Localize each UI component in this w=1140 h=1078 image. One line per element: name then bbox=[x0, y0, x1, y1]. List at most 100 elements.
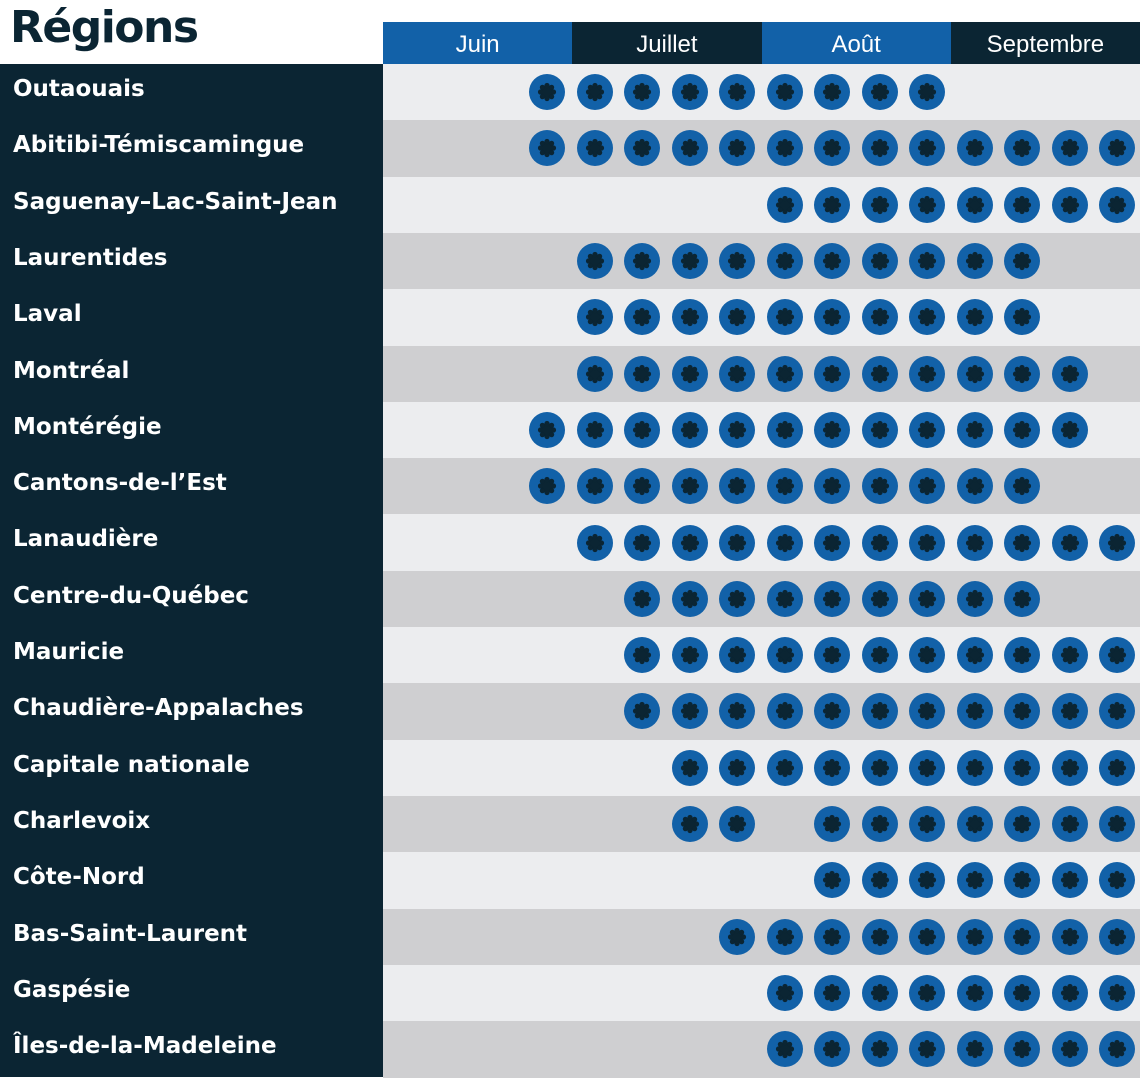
availability-dot bbox=[1099, 186, 1135, 223]
availability-dot bbox=[624, 468, 660, 505]
availability-dot bbox=[624, 524, 660, 561]
availability-dot bbox=[766, 243, 803, 280]
availability-dot bbox=[1051, 524, 1088, 561]
availability-dot bbox=[1051, 411, 1088, 448]
availability-dot bbox=[814, 749, 850, 786]
availability-dot bbox=[909, 918, 945, 955]
region-label: Chaudière-Appalaches bbox=[13, 695, 304, 722]
availability-dot bbox=[1099, 806, 1135, 843]
availability-dot bbox=[719, 74, 755, 111]
availability-dot bbox=[861, 468, 898, 505]
region-label: Charlevoix bbox=[13, 807, 151, 834]
availability-dot bbox=[861, 862, 898, 899]
availability-dot bbox=[766, 411, 803, 448]
availability-dot bbox=[909, 637, 945, 674]
availability-dot bbox=[529, 411, 565, 448]
availability-dot bbox=[1099, 918, 1135, 955]
availability-dot bbox=[814, 524, 850, 561]
availability-dot bbox=[719, 806, 755, 843]
availability-dot bbox=[1099, 524, 1135, 561]
availability-dot bbox=[766, 355, 803, 392]
availability-dot bbox=[909, 74, 945, 111]
availability-dot bbox=[576, 411, 613, 448]
availability-dot bbox=[1004, 974, 1040, 1011]
availability-dot bbox=[671, 580, 708, 617]
availability-dot bbox=[719, 637, 755, 674]
availability-dot bbox=[766, 299, 803, 336]
availability-dot bbox=[814, 411, 850, 448]
availability-dot bbox=[671, 74, 708, 111]
availability-dot bbox=[956, 411, 993, 448]
availability-dot bbox=[956, 637, 993, 674]
availability-dot bbox=[1004, 806, 1040, 843]
month-header: Juin Juillet Août Septembre bbox=[383, 22, 1140, 64]
availability-dot bbox=[861, 918, 898, 955]
availability-dot bbox=[909, 862, 945, 899]
availability-dot bbox=[956, 974, 993, 1011]
availability-dot bbox=[1051, 1031, 1088, 1068]
availability-dot bbox=[1004, 862, 1040, 899]
availability-dot bbox=[956, 806, 993, 843]
availability-dot bbox=[814, 355, 850, 392]
availability-dot bbox=[624, 411, 660, 448]
page-title: Régions bbox=[10, 2, 199, 53]
availability-dot bbox=[576, 468, 613, 505]
month-header-3: Septembre bbox=[950, 22, 1140, 64]
availability-dot bbox=[719, 749, 755, 786]
availability-dot bbox=[861, 637, 898, 674]
availability-dot bbox=[1051, 806, 1088, 843]
availability-dot bbox=[671, 806, 708, 843]
availability-dot bbox=[814, 1031, 850, 1068]
availability-dot bbox=[1004, 524, 1040, 561]
availability-dot bbox=[956, 862, 993, 899]
availability-dot bbox=[1004, 749, 1040, 786]
region-label: Laurentides bbox=[13, 244, 168, 271]
availability-dot bbox=[909, 130, 945, 167]
availability-dot bbox=[1004, 1031, 1040, 1068]
availability-dot bbox=[909, 186, 945, 223]
availability-dot bbox=[1099, 693, 1135, 730]
availability-dot bbox=[766, 974, 803, 1011]
availability-dot bbox=[956, 1031, 993, 1068]
availability-dot bbox=[624, 243, 660, 280]
availability-dot bbox=[909, 299, 945, 336]
availability-dot bbox=[909, 806, 945, 843]
availability-dot bbox=[814, 637, 850, 674]
availability-dot bbox=[766, 524, 803, 561]
availability-dot bbox=[719, 468, 755, 505]
availability-dot bbox=[861, 524, 898, 561]
availability-dot bbox=[719, 580, 755, 617]
availability-dot bbox=[1099, 862, 1135, 899]
availability-dot bbox=[956, 186, 993, 223]
availability-dot bbox=[1004, 130, 1040, 167]
availability-dot bbox=[861, 749, 898, 786]
availability-dot bbox=[624, 580, 660, 617]
availability-dot bbox=[956, 749, 993, 786]
availability-dot bbox=[909, 974, 945, 1011]
region-label: Abitibi-Témiscamingue bbox=[13, 132, 305, 159]
availability-dot bbox=[909, 749, 945, 786]
availability-dot bbox=[1051, 862, 1088, 899]
availability-dot bbox=[719, 130, 755, 167]
availability-dot bbox=[956, 299, 993, 336]
region-label: Saguenay–Lac-Saint-Jean bbox=[13, 188, 338, 215]
availability-dot bbox=[814, 243, 850, 280]
availability-dot bbox=[766, 918, 803, 955]
availability-dot bbox=[814, 974, 850, 1011]
region-label: Côte-Nord bbox=[13, 864, 145, 891]
availability-dot bbox=[766, 1031, 803, 1068]
availability-dot bbox=[1051, 749, 1088, 786]
availability-dot bbox=[671, 524, 708, 561]
month-header-2: Août bbox=[761, 22, 951, 64]
availability-dot bbox=[576, 74, 613, 111]
region-label: Centre-du-Québec bbox=[13, 582, 249, 609]
region-label: Cantons-de-l’Est bbox=[13, 470, 227, 497]
availability-dot bbox=[956, 580, 993, 617]
region-label: Capitale nationale bbox=[13, 751, 250, 778]
availability-dot bbox=[1051, 693, 1088, 730]
availability-dot bbox=[766, 186, 803, 223]
region-label: Bas-Saint-Laurent bbox=[13, 920, 248, 947]
availability-dot bbox=[909, 524, 945, 561]
availability-dot bbox=[576, 299, 613, 336]
availability-dot bbox=[861, 411, 898, 448]
